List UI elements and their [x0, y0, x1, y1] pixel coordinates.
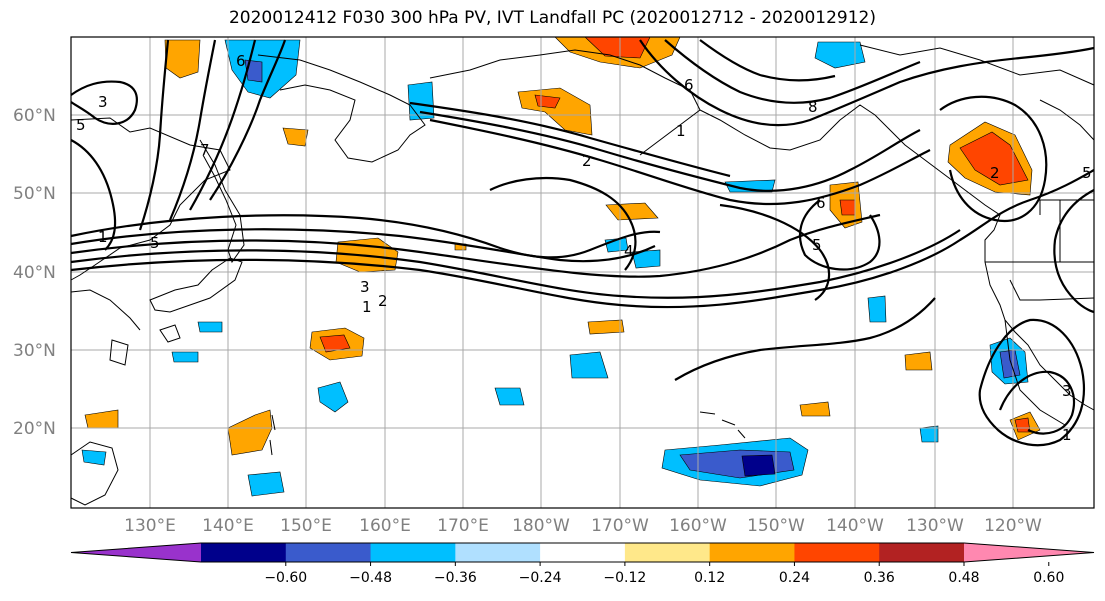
lon-label: 150°W	[747, 516, 805, 536]
contour-label: 3	[98, 93, 108, 111]
contour-label: 2	[582, 152, 592, 170]
contour-label: 3	[360, 278, 370, 296]
positive-anomaly	[959, 131, 1029, 186]
contour-label: 1	[98, 228, 108, 246]
colorbar-segment	[624, 543, 711, 562]
negative-anomaly	[999, 349, 1021, 379]
colorbar-tick-label: 0.60	[1033, 570, 1064, 586]
contour-label: 2	[990, 164, 1000, 182]
positive-anomaly	[319, 334, 351, 353]
positive-anomaly	[1014, 417, 1031, 433]
map-frame	[70, 36, 1095, 509]
colorbar-tick-label: −0.24	[519, 570, 562, 586]
contour-label: 1	[1062, 426, 1072, 444]
contour-label: 6	[816, 194, 826, 212]
positive-anomaly	[839, 199, 856, 216]
lon-label: 160°W	[669, 516, 727, 536]
colorbar-tick-label: 0.48	[948, 570, 979, 586]
negative-anomaly	[919, 425, 939, 443]
colorbar-tick-label: −0.60	[264, 570, 307, 586]
contour-label: 5	[1082, 164, 1092, 182]
latitude-labels: 60°N 50°N 40°N 30°N 20°N	[13, 106, 56, 439]
contour-label: 1	[362, 298, 372, 316]
lon-label: 160°E	[359, 516, 411, 536]
colorbar-segment	[370, 543, 456, 562]
lat-label: 20°N	[13, 419, 56, 439]
positive-anomaly	[799, 401, 831, 417]
contour-label: 5	[150, 234, 160, 252]
colorbar-tick-label: 0.12	[694, 570, 725, 586]
lat-label: 50°N	[13, 184, 56, 204]
contour-label: 7	[200, 141, 210, 159]
colorbar-segment	[879, 543, 965, 562]
colorbar-segment	[964, 543, 1094, 562]
lon-label: 130°E	[124, 516, 176, 536]
positive-anomaly	[605, 202, 659, 221]
lon-label: 170°E	[437, 516, 489, 536]
colorbar-segment	[455, 543, 541, 562]
contour-labels: 3 5 6 7 1 5 3 2 1 4 5 6 8 1 2 2 3 1 6 5	[76, 52, 1092, 444]
contour-label: 8	[808, 98, 818, 116]
colorbar-tick-label: 0.24	[779, 570, 810, 586]
negative-anomaly	[867, 295, 887, 323]
coastlines	[70, 44, 1095, 506]
contour-label: 6	[684, 76, 694, 94]
pv-contours	[70, 39, 1095, 447]
colorbar-segment	[71, 543, 201, 562]
colorbar-segment	[201, 543, 287, 562]
colorbar-tick-label: −0.12	[603, 570, 646, 586]
lon-label: 180°W	[512, 516, 570, 536]
colorbar-segment	[709, 543, 795, 562]
negative-anomaly	[197, 321, 223, 333]
negative-anomaly	[494, 387, 525, 406]
lon-label: 140°W	[826, 516, 884, 536]
map-title: 2020012412 F030 300 hPa PV, IVT Landfall…	[228, 8, 876, 28]
negative-anomaly	[317, 381, 349, 413]
contour-label: 4	[624, 242, 634, 260]
negative-anomaly	[741, 454, 776, 477]
contour-label: 5	[76, 116, 86, 134]
colorbar: −0.60 −0.48 −0.36 −0.24 −0.12 0.12 0.24 0.36 0.4…	[70, 542, 1095, 586]
graticule	[71, 37, 1094, 508]
positive-anomaly	[904, 351, 933, 371]
contour-label: 3	[1062, 382, 1072, 400]
lon-label: 120°W	[984, 516, 1042, 536]
lat-label: 60°N	[13, 106, 56, 126]
colorbar-outline	[70, 542, 1095, 563]
longitude-labels: 130°E 140°E 150°E 160°E 170°E 180°W 170°…	[124, 516, 1042, 536]
colorbar-segment	[540, 543, 626, 562]
colorbar-tick-label: −0.48	[349, 570, 392, 586]
contour-label: 5	[812, 236, 822, 254]
contour-label: 1	[676, 122, 686, 140]
negative-anomaly	[569, 351, 609, 379]
contour-label: 6	[236, 52, 246, 70]
colorbar-segment	[794, 543, 880, 562]
lat-label: 40°N	[13, 263, 56, 283]
negative-anomaly	[81, 449, 107, 466]
colorbar-segment	[285, 543, 372, 562]
colorbar-tick-label: −0.36	[434, 570, 477, 586]
lon-label: 150°E	[280, 516, 332, 536]
positive-anomaly	[587, 319, 625, 335]
lat-label: 30°N	[13, 341, 56, 361]
negative-anomaly	[171, 351, 199, 363]
lon-label: 140°E	[202, 516, 254, 536]
negative-anomaly	[814, 41, 866, 69]
lon-label: 130°W	[906, 516, 964, 536]
negative-anomaly	[631, 249, 661, 269]
negative-anomaly	[247, 471, 285, 497]
negative-anomaly	[724, 179, 776, 193]
colorbar-tick-label: 0.36	[864, 570, 895, 586]
positive-anomaly	[282, 127, 309, 147]
lon-label: 170°W	[591, 516, 649, 536]
contour-label: 2	[378, 292, 388, 310]
